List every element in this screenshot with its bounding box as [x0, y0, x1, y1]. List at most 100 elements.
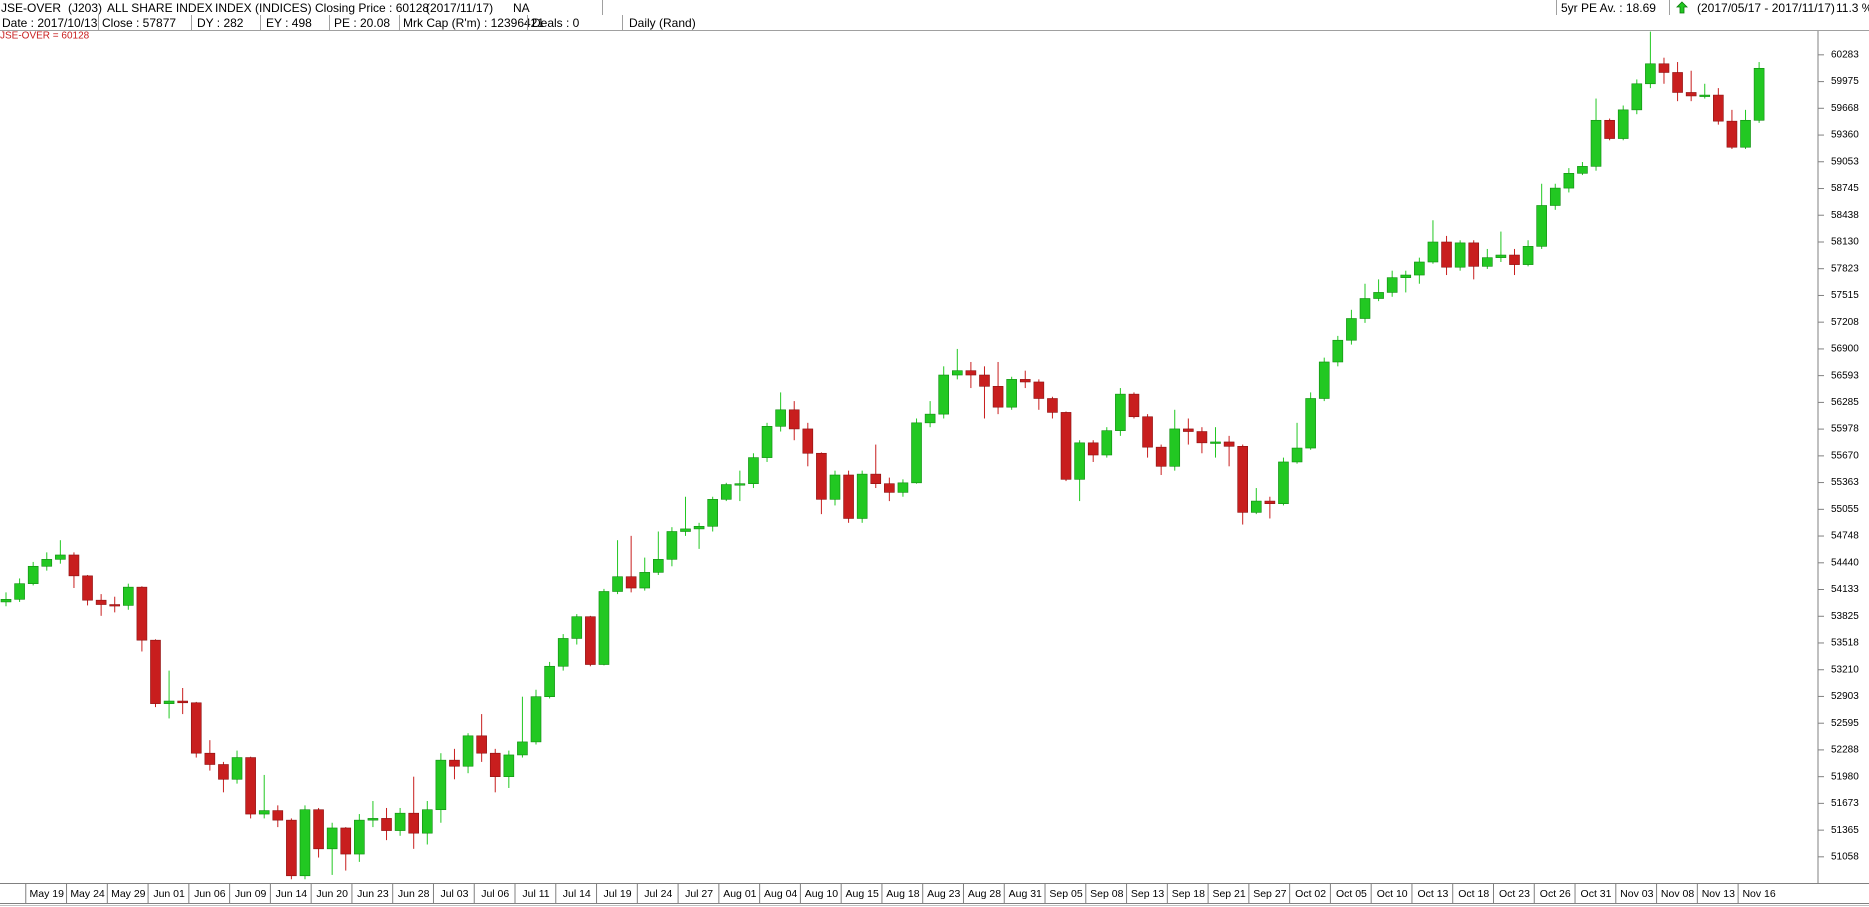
- candle-body: [394, 812, 406, 831]
- candle-body: [965, 370, 977, 376]
- candle-body: [775, 409, 786, 427]
- y-tick-label: 57208: [1831, 317, 1859, 328]
- header-row: JSE-OVER (J203) ALL SHARE INDEX INDEX (I…: [0, 0, 1869, 16]
- candle-body: [1482, 257, 1493, 267]
- y-tick-label: 54133: [1831, 584, 1859, 595]
- x-tick-label: Nov 13: [1702, 888, 1735, 900]
- x-tick-label: Jul 27: [685, 888, 713, 900]
- candle-body: [204, 752, 216, 765]
- period-type: Daily (Rand): [629, 16, 696, 30]
- candle-body: [1726, 120, 1738, 148]
- candle-body: [1346, 318, 1357, 341]
- candle-body: [802, 428, 814, 454]
- separator: [191, 15, 192, 30]
- candle-body: [1617, 109, 1629, 139]
- candle-body: [1019, 379, 1031, 383]
- x-tick-label: Aug 10: [805, 888, 838, 900]
- candle-body: [1658, 63, 1670, 73]
- sector: INDEX (INDICES): [215, 1, 312, 15]
- candle-body: [449, 759, 460, 767]
- change-percent: 11.3 %: [1836, 1, 1869, 15]
- candle-body: [503, 754, 515, 777]
- candle-body: [1672, 72, 1683, 93]
- candle-body: [530, 696, 542, 743]
- candle-body: [381, 818, 392, 831]
- candle-body: [1414, 261, 1425, 276]
- candle-body: [299, 809, 311, 877]
- x-tick-label: Jun 20: [316, 888, 348, 900]
- separator: [98, 15, 99, 30]
- candle-body: [951, 370, 963, 376]
- candle-body: [109, 604, 121, 607]
- pe-average: 5yr PE Av. : 18.69: [1561, 1, 1656, 15]
- x-tick-label: Oct 26: [1540, 888, 1571, 900]
- candle-body: [462, 735, 474, 767]
- candle-body: [421, 809, 433, 834]
- close: Close : 57877: [102, 16, 177, 30]
- candle-body: [884, 483, 895, 493]
- candle-body: [992, 386, 1004, 408]
- candle-body: [1332, 339, 1344, 363]
- x-tick-label: Jun 06: [194, 888, 226, 900]
- candle-body: [748, 457, 759, 484]
- candle-body: [1101, 430, 1113, 456]
- y-tick-label: 57515: [1831, 290, 1859, 301]
- x-tick-label: Jul 03: [440, 888, 468, 900]
- candle-body: [41, 559, 53, 567]
- candle-body: [1713, 94, 1724, 122]
- candle-body: [435, 759, 447, 811]
- candle-body: [1386, 277, 1398, 293]
- candle-body: [1087, 442, 1099, 456]
- separator: [527, 15, 528, 30]
- candle-body: [408, 812, 420, 834]
- y-tick-label: 52903: [1831, 691, 1859, 702]
- candle-body: [163, 700, 175, 704]
- candle-body: [1169, 428, 1181, 467]
- candle-body: [1631, 83, 1643, 111]
- candle-body: [1577, 166, 1588, 174]
- candle-body: [258, 810, 270, 815]
- y-tick-label: 56285: [1831, 397, 1859, 408]
- candle-body: [585, 616, 596, 665]
- index-name: ALL SHARE INDEX: [107, 1, 213, 15]
- candle-body: [367, 818, 379, 821]
- y-tick-label: 59668: [1831, 103, 1859, 114]
- x-tick-label: Jul 19: [604, 888, 632, 900]
- y-tick-label: 60283: [1831, 49, 1859, 60]
- candle-body: [326, 827, 338, 850]
- candle-body: [666, 531, 678, 560]
- candle-body: [82, 575, 93, 601]
- separator: [329, 15, 330, 30]
- candle-body: [1699, 94, 1711, 97]
- candle-body: [639, 572, 651, 589]
- x-tick-label: Jun 28: [398, 888, 430, 900]
- candle-body: [612, 576, 623, 592]
- candle-body: [1318, 361, 1330, 399]
- candle-body: [829, 474, 841, 500]
- candle-body: [1400, 274, 1412, 278]
- candle-body: [1509, 254, 1520, 265]
- y-tick-label: 54748: [1831, 531, 1859, 542]
- candle-body: [598, 591, 610, 665]
- x-tick-label: Nov 16: [1742, 888, 1775, 900]
- candle-body: [544, 665, 555, 697]
- candle-body: [218, 764, 229, 780]
- earnings-yield: EY : 498: [266, 16, 312, 30]
- x-tick-label: Aug 01: [723, 888, 756, 900]
- candle-body: [1685, 92, 1697, 97]
- x-tick-label: Sep 27: [1253, 888, 1286, 900]
- candle-body: [231, 757, 243, 780]
- separator: [399, 15, 400, 30]
- candle-body: [136, 586, 148, 641]
- candle-body: [1468, 242, 1480, 267]
- candle-body: [150, 639, 161, 704]
- candle-body: [1441, 241, 1452, 268]
- closing-price: Closing Price : 60128: [315, 1, 430, 15]
- x-tick-label: Jun 14: [276, 888, 308, 900]
- x-tick-label: Sep 05: [1049, 888, 1082, 900]
- candle-body: [625, 576, 637, 589]
- candle-body: [55, 554, 66, 560]
- candle-body: [1115, 393, 1126, 431]
- candle-body: [1264, 500, 1276, 504]
